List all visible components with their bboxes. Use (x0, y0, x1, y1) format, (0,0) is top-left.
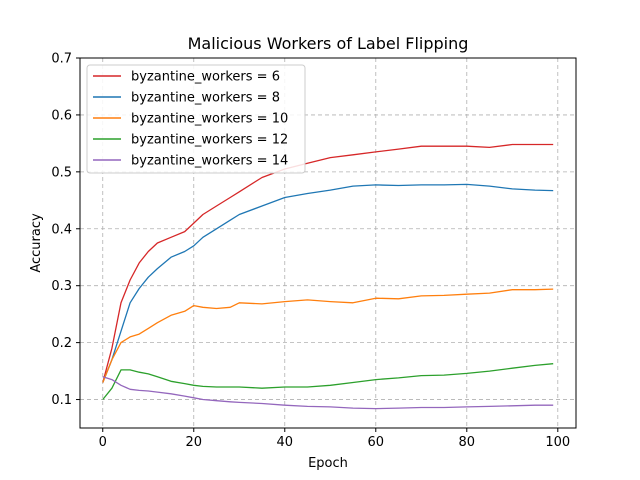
x-axis-label: Epoch (308, 456, 348, 471)
x-tick-label: 20 (185, 435, 202, 450)
y-tick-label: 0.6 (51, 108, 72, 123)
x-tick-label: 0 (99, 435, 107, 450)
series-line-3 (102, 288, 554, 383)
plot-area-frame (79, 57, 577, 429)
series-line-1 (102, 143, 554, 383)
legend-label-1: byzantine_workers = 6 (131, 70, 280, 85)
series-line-2 (102, 183, 554, 383)
y-tick-label: 0.7 (51, 52, 72, 67)
y-tick-label: 0.1 (51, 393, 72, 408)
legend-label-3: byzantine_workers = 10 (131, 112, 288, 127)
series-lines (102, 143, 554, 410)
legend-label-4: byzantine_workers = 12 (131, 133, 288, 148)
x-tick-label: 100 (545, 435, 570, 450)
y-tick-label: 0.2 (51, 336, 72, 351)
x-axis-ticks: 0 20 40 60 80 100 (99, 428, 570, 450)
legend-box (86, 64, 306, 174)
series-line-5 (102, 376, 554, 410)
legend-label-5: byzantine_workers = 14 (131, 154, 288, 169)
chart-title: Malicious Workers of Label Flipping (188, 34, 469, 53)
series-line-4 (102, 363, 554, 400)
x-tick-label: 60 (368, 435, 385, 450)
legend-label-2: byzantine_workers = 8 (131, 91, 280, 106)
y-axis-ticks: 0.1 0.2 0.3 0.4 0.5 0.6 0.7 (51, 52, 80, 408)
y-tick-label: 0.4 (51, 222, 72, 237)
legend: byzantine_workers = 6 byzantine_workers =… (86, 64, 306, 174)
y-tick-label: 0.3 (51, 279, 72, 294)
y-tick-label: 0.5 (51, 165, 72, 180)
x-tick-label: 40 (276, 435, 293, 450)
y-axis-label: Accuracy (29, 213, 44, 273)
x-tick-label: 80 (459, 435, 476, 450)
